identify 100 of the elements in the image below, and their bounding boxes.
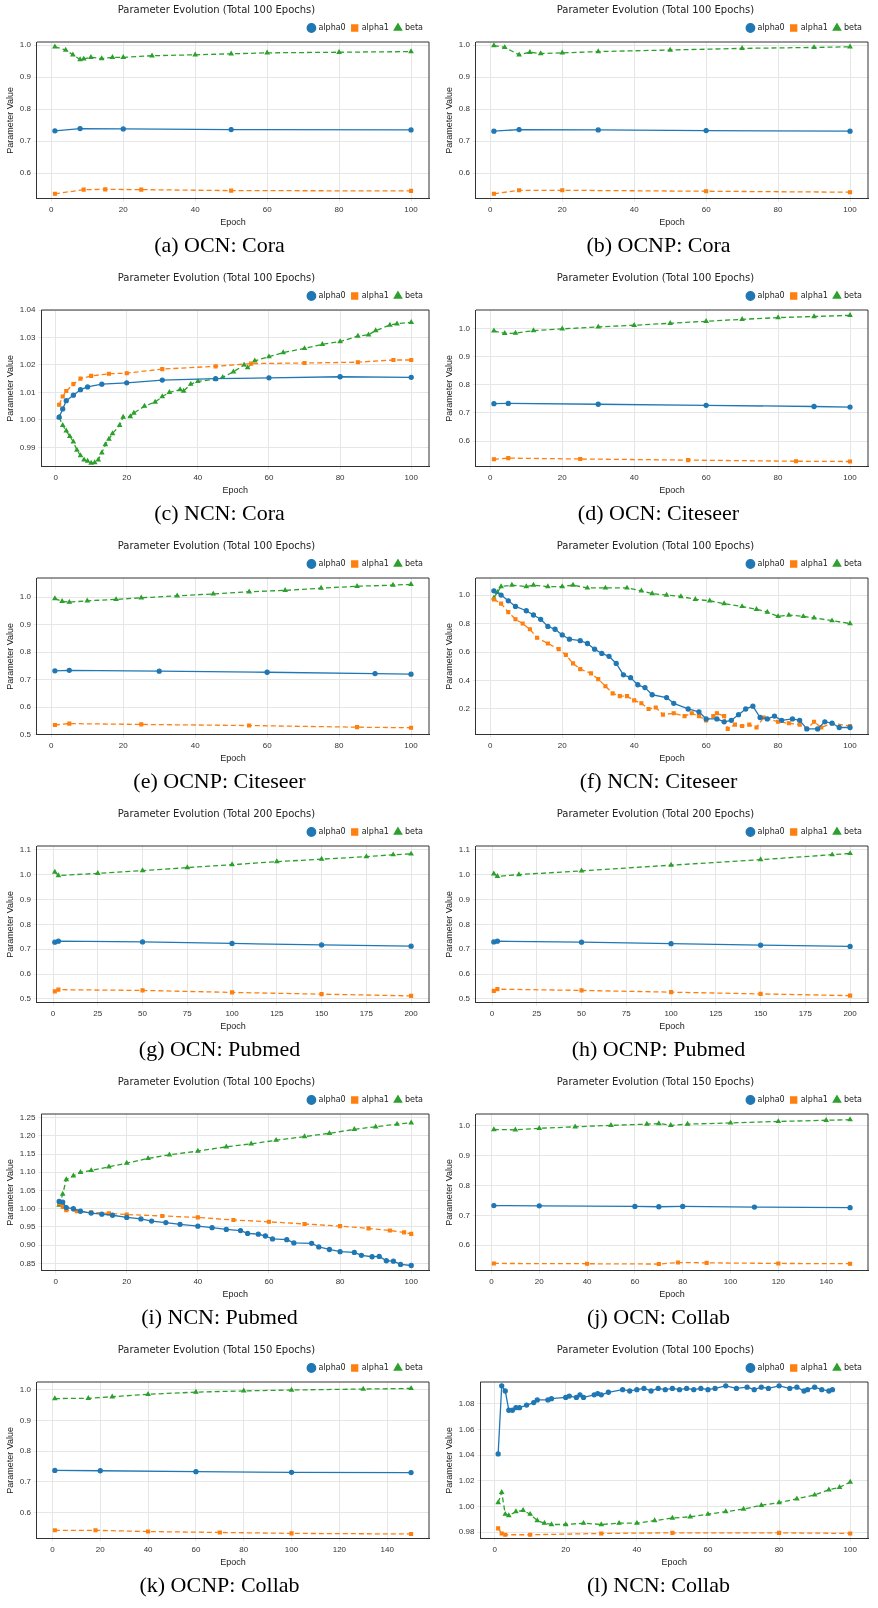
- x-tick-label: 80: [334, 740, 345, 750]
- y-tick-label: 0.8: [458, 379, 471, 389]
- legend-label: alpha1: [800, 291, 828, 301]
- y-tick-label: 0.5: [19, 729, 32, 739]
- legend-label: alpha1: [361, 559, 389, 569]
- y-tick-label: 1.1: [19, 844, 32, 854]
- legend-label: beta: [843, 559, 863, 569]
- x-tick-label: 60: [701, 204, 712, 214]
- y-tick-label: 1.02: [458, 1476, 475, 1486]
- x-tick-label: 80: [334, 204, 345, 214]
- y-tick-label: 0.9: [19, 72, 32, 82]
- y-tick-label: 0.9: [458, 894, 471, 904]
- y-tick-label: 1.03: [19, 332, 36, 342]
- text: (a) OCN: Cora: [153, 232, 286, 258]
- legend-label: alpha0: [318, 827, 346, 837]
- x-tick-label: 80: [774, 1544, 785, 1554]
- x-tick-label: 80: [773, 740, 784, 750]
- x-tick-label: 40: [193, 1276, 203, 1286]
- x-tick-label: 100: [723, 1276, 738, 1286]
- x-tick-label: 175: [359, 1008, 374, 1018]
- y-tick-label: 0.6: [19, 1507, 32, 1517]
- x-tick-label: 25: [532, 1008, 542, 1018]
- x-tick-label: 20: [557, 740, 568, 750]
- y-tick-label: 1.1: [458, 844, 471, 854]
- legend-label: beta: [843, 827, 863, 837]
- x-tick-label: 100: [843, 204, 858, 214]
- y-axis-title: Parameter Value: [4, 622, 15, 690]
- y-tick-label: 1.0: [458, 590, 471, 600]
- y-tick-label: 1.00: [19, 415, 36, 425]
- y-tick-label: 0.6: [458, 436, 471, 446]
- y-tick-label: 0.6: [458, 969, 471, 979]
- y-axis-title: Parameter Value: [443, 86, 454, 154]
- x-tick-label: 0: [489, 1276, 495, 1286]
- chart-title: Parameter Evolution (Total 100 Epochs): [556, 1343, 755, 1355]
- x-tick-label: 20: [95, 1544, 106, 1554]
- y-tick-label: 0.98: [458, 1527, 475, 1537]
- x-tick-label: 100: [843, 1544, 858, 1554]
- x-tick-label: 100: [404, 204, 419, 214]
- x-axis-title: Epoch: [222, 485, 248, 496]
- x-tick-label: 0: [488, 740, 494, 750]
- x-tick-label: 80: [335, 1276, 346, 1286]
- legend-label: alpha1: [361, 23, 389, 33]
- x-tick-label: 0: [49, 740, 55, 750]
- x-axis-title: Epoch: [659, 1289, 685, 1300]
- y-axis-title: Parameter Value: [443, 622, 454, 690]
- y-tick-label: 0.9: [458, 1150, 471, 1160]
- y-tick-label: 1.0: [458, 40, 471, 50]
- text: (f) NCN: Citeseer: [578, 768, 739, 794]
- y-tick-label: 1.01: [19, 387, 36, 397]
- y-tick-label: 1.00: [458, 1501, 475, 1511]
- x-tick-label: 60: [262, 204, 273, 214]
- legend-label: beta: [843, 1363, 863, 1373]
- y-tick-label: 0.9: [19, 1415, 32, 1425]
- legend-label: alpha1: [800, 1363, 828, 1373]
- text: (l) NCN: Collab: [586, 1572, 731, 1598]
- y-tick-label: 0.8: [19, 1446, 32, 1456]
- text: (j) OCN: Collab: [586, 1304, 731, 1330]
- y-tick-label: 1.06: [458, 1424, 475, 1434]
- legend-label: alpha0: [757, 1363, 785, 1373]
- x-tick-label: 20: [118, 740, 129, 750]
- x-tick-label: 0: [489, 1008, 495, 1018]
- legend-label: alpha0: [757, 559, 785, 569]
- x-tick-label: 125: [270, 1008, 285, 1018]
- text: (e) OCNP: Citeseer: [132, 768, 307, 794]
- text: (d) OCN: Citeseer: [576, 500, 741, 526]
- x-tick-label: 40: [193, 472, 203, 482]
- x-tick-label: 60: [191, 1544, 201, 1554]
- x-tick-label: 25: [93, 1008, 103, 1018]
- legend-label: alpha1: [361, 291, 389, 301]
- x-tick-label: 175: [798, 1008, 813, 1018]
- x-tick-label: 40: [190, 740, 201, 750]
- x-tick-label: 80: [773, 472, 784, 482]
- chart-title: Parameter Evolution (Total 100 Epochs): [117, 539, 316, 551]
- chart-title: Parameter Evolution (Total 100 Epochs): [117, 271, 316, 283]
- x-tick-label: 0: [50, 1008, 56, 1018]
- y-axis-title: Parameter Value: [443, 890, 454, 958]
- chart-title: Parameter Evolution (Total 100 Epochs): [556, 539, 755, 551]
- x-tick-label: 20: [561, 1544, 571, 1554]
- y-tick-label: 0.4: [458, 675, 471, 685]
- y-tick-label: 1.05: [19, 1185, 36, 1195]
- x-tick-label: 100: [843, 472, 858, 482]
- y-axis-title: Parameter Value: [4, 890, 15, 958]
- x-tick-label: 50: [577, 1008, 587, 1018]
- x-axis-title: Epoch: [659, 753, 685, 764]
- y-tick-label: 1.02: [19, 360, 36, 370]
- x-axis-title: Epoch: [220, 753, 246, 764]
- x-tick-label: 80: [335, 472, 346, 482]
- chart-title: Parameter Evolution (Total 100 Epochs): [556, 3, 755, 15]
- y-axis-title: Parameter Value: [4, 86, 15, 154]
- y-tick-label: 0.7: [458, 1210, 471, 1220]
- x-tick-label: 100: [404, 1276, 419, 1286]
- y-axis-title: Parameter Value: [4, 1426, 15, 1494]
- x-tick-label: 60: [630, 1276, 640, 1286]
- y-tick-label: 1.0: [458, 869, 471, 879]
- x-tick-label: 40: [629, 740, 640, 750]
- x-tick-label: 120: [332, 1544, 347, 1554]
- x-tick-label: 60: [262, 740, 273, 750]
- y-tick-label: 0.7: [19, 136, 32, 146]
- x-axis-title: Epoch: [659, 1021, 685, 1032]
- legend-label: beta: [404, 23, 424, 33]
